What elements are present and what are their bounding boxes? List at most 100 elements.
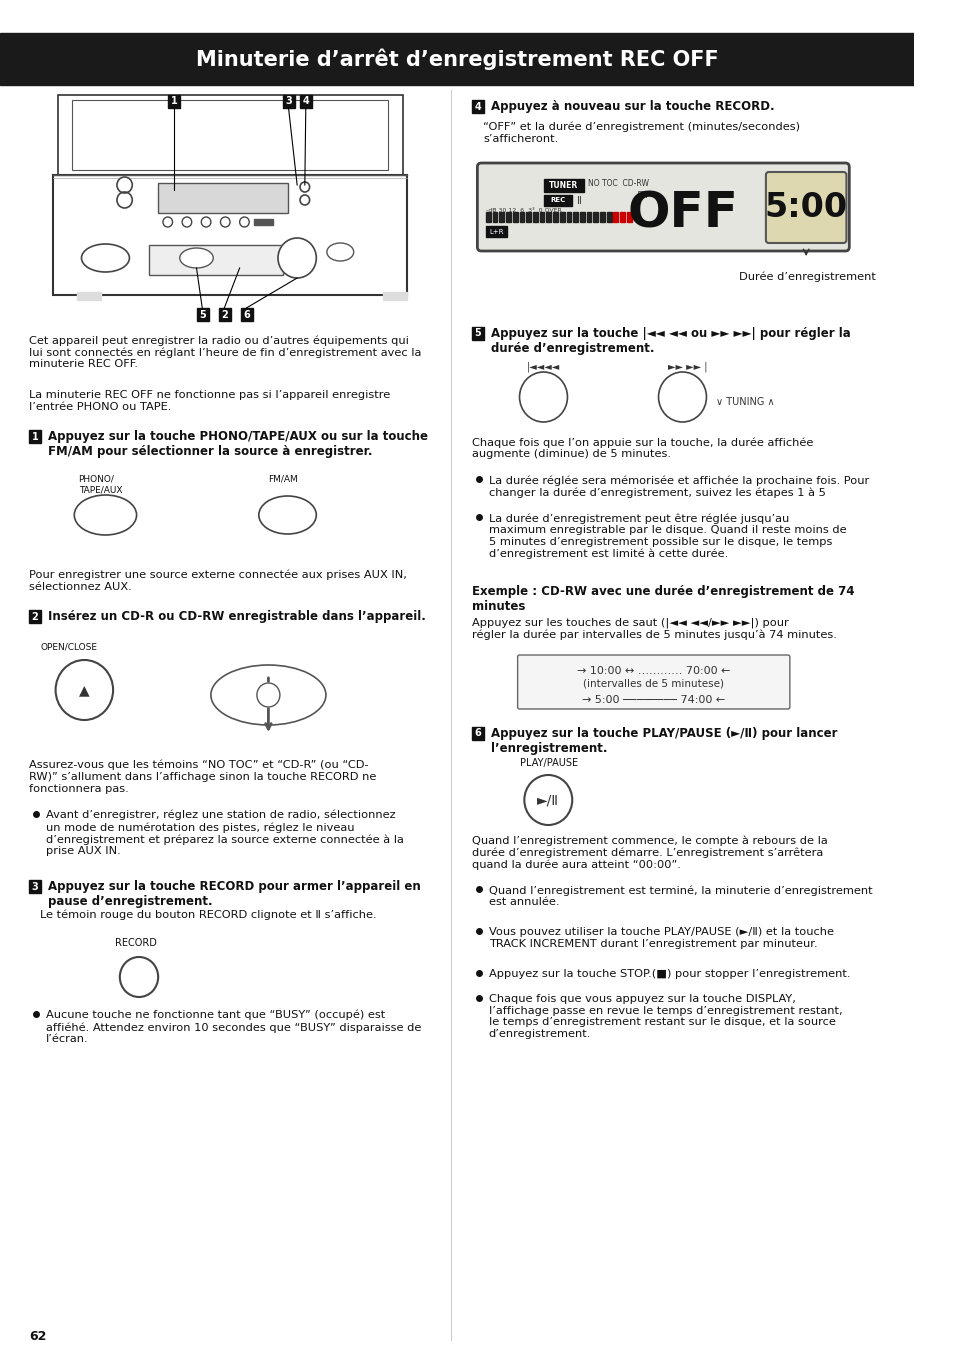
Bar: [52, 176, 407, 296]
FancyBboxPatch shape: [476, 163, 848, 251]
Bar: [71, 100, 388, 170]
Bar: [613, 212, 618, 221]
Text: La durée d’enregistrement peut être réglée jusqu’au
maximum enregistrable par le: La durée d’enregistrement peut être régl…: [488, 513, 845, 559]
Text: ►/Ⅱ: ►/Ⅱ: [537, 792, 558, 807]
Text: 5: 5: [199, 309, 206, 320]
Ellipse shape: [211, 666, 326, 725]
Text: Aucune touche ne fonctionne tant que “BUSY” (occupé) est
affiéhé. Attendez envir: Aucune touche ne fonctionne tant que “BU…: [46, 1010, 421, 1045]
Text: Appuyez à nouveau sur la touche RECORD.: Appuyez à nouveau sur la touche RECORD.: [490, 100, 774, 113]
Text: Exemple : CD-RW avec une durée d’enregistrement de 74
minutes: Exemple : CD-RW avec une durée d’enregis…: [471, 585, 853, 613]
Bar: [471, 327, 483, 340]
Bar: [553, 212, 558, 221]
Circle shape: [239, 217, 249, 227]
Text: OPEN/CLOSE: OPEN/CLOSE: [40, 643, 97, 652]
Ellipse shape: [81, 244, 130, 271]
Bar: [0, 32, 914, 85]
Bar: [543, 180, 583, 192]
Ellipse shape: [74, 495, 136, 535]
Text: Vous pouvez utiliser la touche PLAY/PAUSE (►/Ⅱ) et la touche
TRACK INCREMENT dur: Vous pouvez utiliser la touche PLAY/PAUS…: [488, 927, 833, 949]
Text: Appuyez sur la touche PHONO/TAPE/AUX ou sur la touche
FM/AM pour sélectionner la: Appuyez sur la touche PHONO/TAPE/AUX ou …: [48, 431, 428, 458]
Text: NO TOC  CD-RW: NO TOC CD-RW: [587, 180, 648, 189]
Bar: [546, 212, 551, 221]
Bar: [158, 184, 287, 213]
Circle shape: [524, 775, 572, 825]
Bar: [533, 212, 537, 221]
Text: Pour enregistrer une source externe connectée aux prises AUX IN,
sélectionnez AU: Pour enregistrer une source externe conn…: [29, 570, 406, 593]
Ellipse shape: [179, 248, 213, 269]
Ellipse shape: [258, 495, 316, 535]
Bar: [559, 212, 564, 221]
Bar: [539, 212, 544, 221]
Text: Le témoin rouge du bouton RECORD clignote et Ⅱ s’affiche.: Le témoin rouge du bouton RECORD clignot…: [40, 910, 376, 921]
Text: FM: FM: [636, 190, 648, 200]
Text: ►► ►► |: ►► ►► |: [667, 362, 706, 373]
Text: Quand l’enregistrement est terminé, la minuterie d’enregistrement
est annulée.: Quand l’enregistrement est terminé, la m…: [488, 886, 872, 907]
Text: PHONO/
TAPE/AUX: PHONO/ TAPE/AUX: [78, 475, 122, 494]
Text: Chaque fois que vous appuyez sur la touche DISPLAY,
l’affichage passe en revue l: Chaque fois que vous appuyez sur la touc…: [488, 994, 841, 1038]
Bar: [149, 244, 282, 275]
Text: Chaque fois que l’on appuie sur la touche, la durée affichée
augmente (diminue) : Chaque fois que l’on appuie sur la touch…: [471, 437, 812, 459]
Text: 62: 62: [29, 1330, 46, 1343]
Bar: [218, 308, 231, 321]
Text: L+R: L+R: [489, 230, 503, 235]
Bar: [196, 308, 209, 321]
Bar: [579, 212, 584, 221]
Bar: [76, 292, 101, 300]
Text: Quand l’enregistrement commence, le compte à rebours de la
durée d’enregistremen: Quand l’enregistrement commence, le comp…: [471, 836, 826, 869]
Text: OFF: OFF: [626, 190, 738, 238]
Text: 3: 3: [31, 882, 38, 891]
Circle shape: [256, 683, 279, 707]
Text: 6: 6: [243, 309, 250, 320]
Ellipse shape: [327, 243, 354, 261]
Bar: [492, 212, 497, 221]
Text: ∨ TUNING ∧: ∨ TUNING ∧: [716, 397, 774, 406]
Circle shape: [658, 373, 706, 423]
Text: Assurez-vous que les témoins “NO TOC” et “CD-R” (ou “CD-
RW)” s’allument dans l’: Assurez-vous que les témoins “NO TOC” et…: [29, 760, 375, 794]
Text: 2: 2: [221, 309, 228, 320]
Bar: [606, 212, 611, 221]
Text: → 10:00 ↔ ………… 70:00 ←: → 10:00 ↔ ………… 70:00 ←: [577, 666, 730, 676]
Circle shape: [120, 957, 158, 998]
Text: “OFF” et la durée d’enregistrement (minutes/secondes)
s’afficheront.: “OFF” et la durée d’enregistrement (minu…: [482, 122, 800, 144]
Bar: [240, 308, 253, 321]
Circle shape: [163, 217, 172, 227]
Bar: [566, 212, 571, 221]
Circle shape: [55, 660, 113, 720]
Bar: [282, 95, 294, 108]
Circle shape: [117, 192, 132, 208]
Circle shape: [182, 217, 192, 227]
Text: Cet appareil peut enregistrer la radio ou d’autres équipements qui
lui sont conn: Cet appareil peut enregistrer la radio o…: [29, 335, 420, 370]
Bar: [573, 212, 578, 221]
Text: 4: 4: [302, 96, 310, 107]
Circle shape: [299, 194, 310, 205]
Circle shape: [117, 177, 132, 193]
Text: FM/AM: FM/AM: [268, 475, 298, 485]
Bar: [485, 225, 507, 238]
Bar: [57, 95, 402, 176]
Text: Ⅱ: Ⅱ: [577, 196, 581, 207]
Bar: [498, 212, 504, 221]
Text: TUNER: TUNER: [548, 181, 578, 190]
Circle shape: [519, 373, 567, 423]
Text: 2: 2: [31, 612, 38, 621]
Text: Appuyez sur la touche RECORD pour armer l’appareil en
pause d’enregistrement.: Appuyez sur la touche RECORD pour armer …: [48, 880, 420, 909]
Text: 1: 1: [31, 432, 38, 441]
Bar: [599, 212, 604, 221]
Bar: [593, 212, 598, 221]
FancyBboxPatch shape: [765, 171, 845, 243]
Bar: [471, 728, 483, 740]
Text: La durée réglée sera mémorisée et affichée la prochaine fois. Pour
changer la du: La durée réglée sera mémorisée et affich…: [488, 475, 868, 498]
Bar: [526, 212, 531, 221]
Text: 5:00: 5:00: [763, 190, 847, 224]
Text: → 5:00 ──────── 74:00 ←: → 5:00 ──────── 74:00 ←: [581, 695, 724, 705]
FancyBboxPatch shape: [517, 655, 789, 709]
Text: Insérez un CD-R ou CD-RW enregistrable dans l’appareil.: Insérez un CD-R ou CD-RW enregistrable d…: [48, 610, 425, 622]
Bar: [626, 212, 631, 221]
Text: Appuyez sur la touche PLAY/PAUSE (►/Ⅱ) pour lancer
l’enregistrement.: Appuyez sur la touche PLAY/PAUSE (►/Ⅱ) p…: [490, 728, 837, 755]
Bar: [485, 212, 490, 221]
Circle shape: [220, 217, 230, 227]
Text: Appuyez sur les touches de saut (|◄◄ ◄◄/►► ►►|) pour
régler la durée par interva: Appuyez sur les touches de saut (|◄◄ ◄◄/…: [471, 617, 836, 640]
Text: (intervalles de 5 minutese): (intervalles de 5 minutese): [582, 679, 723, 688]
Text: |◄◄◄◄: |◄◄◄◄: [526, 362, 559, 373]
Bar: [513, 212, 517, 221]
